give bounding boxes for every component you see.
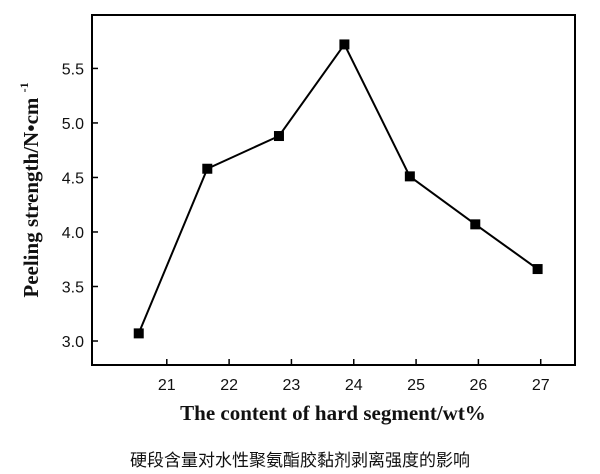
plot-frame — [91, 14, 576, 366]
data-point — [202, 163, 213, 174]
y-tick-label: 4.0 — [62, 225, 84, 242]
y-tick-label: 3.5 — [62, 279, 84, 296]
y-axis-title-main: Peeling strength/N•cm — [19, 97, 43, 298]
data-point — [532, 264, 543, 275]
y-tick-label: 4.5 — [62, 170, 84, 187]
y-axis-ticks: 3.0 3.5 4.0 4.5 5.0 5.5 — [62, 61, 98, 351]
data-point — [273, 131, 284, 142]
y-axis-title-superscript: -1 — [17, 82, 31, 92]
x-tick-label: 23 — [283, 377, 301, 394]
x-axis-ticks: 21 22 23 24 25 26 27 — [158, 359, 550, 394]
series-line — [137, 42, 539, 334]
figure-caption: 硬段含量对水性聚氨酯胶黏剂剥离强度的影响 — [130, 451, 470, 471]
data-point — [404, 171, 415, 182]
data-point — [133, 328, 144, 339]
x-tick-label: 25 — [407, 377, 425, 394]
x-tick-label: 27 — [532, 377, 550, 394]
y-tick-label: 3.0 — [62, 334, 84, 351]
y-tick-label: 5.0 — [62, 116, 84, 133]
x-tick-label: 26 — [470, 377, 488, 394]
y-tick-label: 5.5 — [62, 61, 84, 78]
data-point — [339, 39, 350, 50]
x-tick-label: 24 — [345, 377, 363, 394]
x-tick-label: 21 — [158, 377, 176, 394]
data-markers — [133, 39, 543, 339]
x-axis-title: The content of hard segment/wt% — [180, 401, 486, 425]
data-point — [470, 219, 481, 230]
y-axis-title: Peeling strength/N•cm -1 — [17, 82, 43, 297]
x-tick-label: 22 — [220, 377, 238, 394]
